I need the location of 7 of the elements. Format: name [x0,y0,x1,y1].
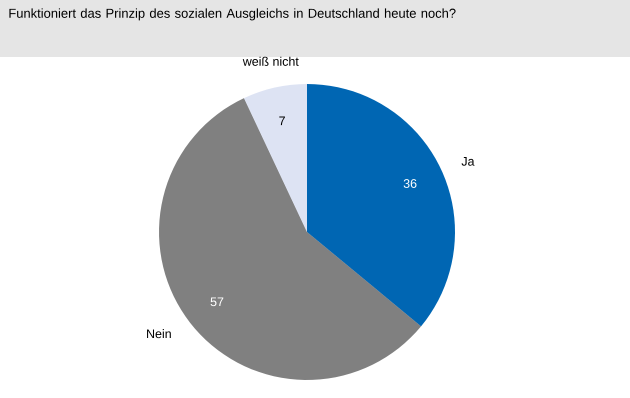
slice-label: Nein [147,329,171,338]
data-label: 7 [279,116,285,126]
chart-title: Funktioniert das Prinzip des sozialen Ausgleichs in Deutschland heute noch? [9,8,456,20]
data-label: 57 [210,297,224,306]
data-label: 36 [404,179,416,188]
slice-label: Ja [462,157,474,166]
slice-label: weiß nicht [242,56,299,66]
